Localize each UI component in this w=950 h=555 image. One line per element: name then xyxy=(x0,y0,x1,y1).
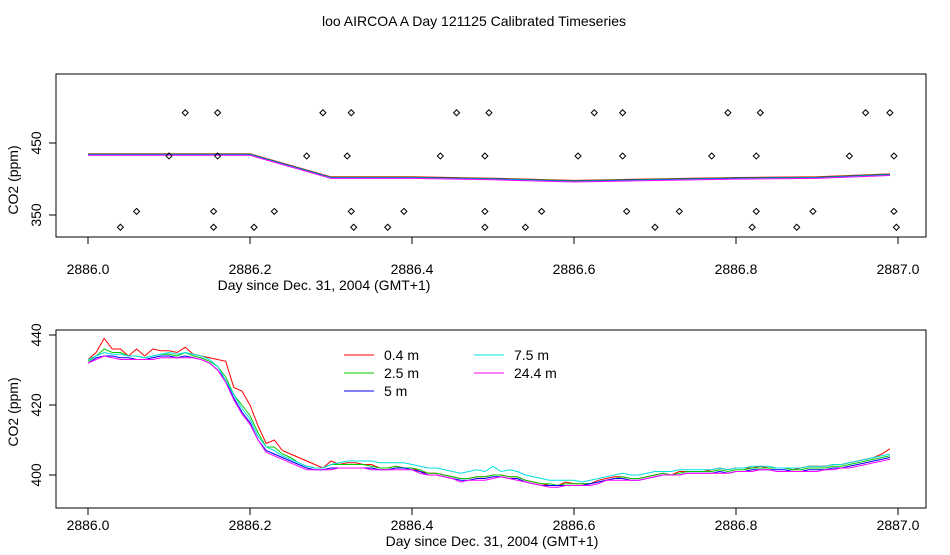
y-tick-label-bottom: 400 xyxy=(28,463,44,487)
y-axis-label-top: CO2 (ppm) xyxy=(5,145,21,214)
plot-area-top xyxy=(88,109,901,231)
data-marker xyxy=(618,152,627,160)
data-marker xyxy=(675,207,684,216)
data-marker xyxy=(452,109,461,117)
axes-top: 2886.0 2886.2 2886.4 2886.6 2886.8 2887.0 350 4… xyxy=(28,131,920,277)
data-marker xyxy=(349,223,358,231)
data-marker xyxy=(793,223,801,231)
x-tick-label-bottom: 2886.8 xyxy=(715,517,758,533)
y-tick-label-bottom: 420 xyxy=(28,393,44,417)
axes-bottom: 2886.0 2886.2 2886.4 2886.6 2886.8 2887.0 400 4… xyxy=(28,323,920,533)
data-marker xyxy=(890,152,898,160)
x-tick-label-top: 2886.4 xyxy=(391,261,434,277)
legend: 0.4 m 2.5 m 5 m 7.5 m 24.4 m xyxy=(344,347,557,399)
y-axis-label-bottom: CO2 (ppm) xyxy=(5,377,21,446)
x-tick-label-top: 2886.0 xyxy=(67,261,110,277)
x-tick-label-top: 2886.8 xyxy=(715,261,758,277)
data-marker xyxy=(165,152,173,160)
x-axis-label-bottom: Day since Dec. 31, 2004 (GMT+1) xyxy=(386,533,599,549)
data-marker xyxy=(347,109,355,117)
series-line-top xyxy=(88,153,890,181)
x-tick-label-bottom: 2886.6 xyxy=(553,517,596,533)
data-marker xyxy=(886,109,894,117)
data-marker xyxy=(209,207,218,216)
data-marker xyxy=(590,109,598,117)
series-line-top xyxy=(88,154,890,183)
data-marker xyxy=(651,223,659,231)
plot-area-bottom xyxy=(87,337,891,488)
data-marker xyxy=(481,207,489,216)
series-line xyxy=(87,355,891,488)
series-line xyxy=(87,348,891,487)
data-marker xyxy=(748,223,756,231)
legend-label: 5 m xyxy=(384,383,407,399)
data-marker xyxy=(618,109,627,117)
data-marker xyxy=(537,207,546,216)
x-tick-label-bottom: 2887.0 xyxy=(877,517,920,533)
x-axis-label-top: Day since Dec. 31, 2004 (GMT+1) xyxy=(218,277,431,293)
data-marker xyxy=(845,152,854,160)
chart-title: loo AIRCOA A Day 121125 Calibrated Times… xyxy=(322,13,626,29)
data-marker xyxy=(347,207,355,216)
data-marker xyxy=(481,152,489,160)
series-line xyxy=(87,351,891,483)
data-marker xyxy=(809,207,817,216)
data-marker xyxy=(521,223,530,231)
data-marker xyxy=(436,152,445,160)
x-tick-label-bottom: 2886.0 xyxy=(67,517,110,533)
legend-label: 24.4 m xyxy=(514,365,557,381)
x-tick-label-top: 2886.2 xyxy=(229,261,272,277)
data-marker xyxy=(485,109,493,117)
legend-label: 7.5 m xyxy=(514,347,549,363)
data-marker xyxy=(752,207,760,216)
x-tick-label-top: 2887.0 xyxy=(877,261,920,277)
data-marker xyxy=(724,109,732,117)
legend-label: 2.5 m xyxy=(384,365,419,381)
x-tick-label-top: 2886.6 xyxy=(553,261,596,277)
data-marker xyxy=(250,223,258,231)
data-marker xyxy=(861,109,870,117)
data-marker xyxy=(400,207,408,216)
x-tick-label-bottom: 2886.2 xyxy=(229,517,272,533)
data-marker xyxy=(707,152,716,160)
data-marker xyxy=(752,152,760,160)
data-marker xyxy=(319,109,327,117)
data-marker xyxy=(574,152,582,160)
data-marker xyxy=(756,109,765,117)
y-tick-label-top: 450 xyxy=(28,131,44,155)
data-marker xyxy=(892,223,901,231)
data-marker xyxy=(132,207,141,216)
legend-label: 0.4 m xyxy=(384,347,419,363)
data-marker xyxy=(383,223,392,231)
x-tick-label-bottom: 2886.4 xyxy=(391,517,434,533)
data-marker xyxy=(890,207,898,216)
data-marker xyxy=(181,109,189,117)
y-tick-label-top: 350 xyxy=(28,203,44,227)
data-marker xyxy=(270,207,279,216)
data-marker xyxy=(116,223,125,231)
data-marker xyxy=(343,152,351,160)
data-marker xyxy=(213,109,222,117)
data-marker xyxy=(622,207,631,216)
y-tick-label-bottom: 440 xyxy=(28,323,44,347)
data-marker xyxy=(481,223,489,231)
data-marker xyxy=(302,152,311,160)
data-marker xyxy=(209,223,218,231)
data-marker xyxy=(213,152,222,160)
